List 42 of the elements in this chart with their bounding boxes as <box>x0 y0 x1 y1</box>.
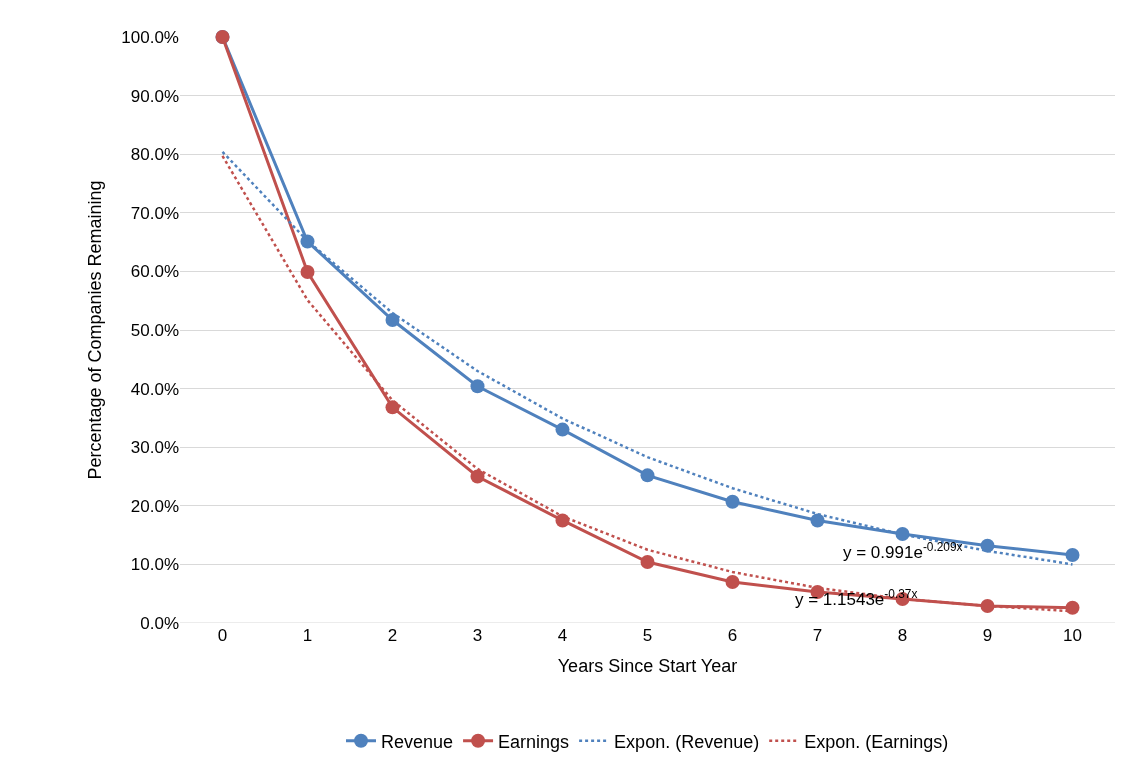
y-tick-label: 10.0% <box>130 555 179 575</box>
y-tick-label: 90.0% <box>130 86 179 106</box>
y-tick-label: 50.0% <box>130 320 179 340</box>
x-tick-label: 1 <box>302 626 313 645</box>
x-tick-label: 2 <box>387 626 398 645</box>
point <box>1065 548 1080 563</box>
x-tick-label: 4 <box>557 626 568 645</box>
point <box>385 400 400 415</box>
point <box>470 469 485 484</box>
point <box>725 494 740 509</box>
legend-label: Expon. (Earnings) <box>804 731 949 752</box>
point <box>1065 600 1080 615</box>
point <box>300 264 315 279</box>
x-tick-label: 0 <box>217 626 228 645</box>
legend-label: Earnings <box>498 731 570 752</box>
x-tick-label: 8 <box>897 626 908 645</box>
point <box>725 574 740 589</box>
x-tick-label: 10 <box>1063 626 1082 645</box>
y-tick-label: 40.0% <box>130 379 179 399</box>
point <box>470 379 485 394</box>
y-tick-label: 70.0% <box>130 203 179 223</box>
x-axis-title: Years Since Start Year <box>557 656 738 677</box>
x-tick-label: 5 <box>642 626 653 645</box>
point <box>640 468 655 483</box>
annotation: y = 0.991e$^{-0.209x}$ <box>843 540 963 563</box>
y-axis-title: Percentage of Companies Remaining <box>84 180 105 480</box>
y-tick-label: 80.0% <box>130 145 179 165</box>
y-tick-label: 100.0% <box>121 27 179 47</box>
legend-label: Expon. (Revenue) <box>614 731 760 752</box>
point <box>385 313 400 328</box>
legend-label: Revenue <box>381 731 454 752</box>
y-tick-label: 0.0% <box>140 613 179 633</box>
x-tick-label: 3 <box>472 626 483 645</box>
point <box>555 422 570 437</box>
x-tick-label: 6 <box>727 626 738 645</box>
x-tick-label: 9 <box>982 626 993 645</box>
point <box>810 513 825 528</box>
point <box>640 555 655 570</box>
y-tick-label: 60.0% <box>130 262 179 282</box>
y-tick-label: 30.0% <box>130 438 179 458</box>
x-tick-label: 7 <box>812 626 823 645</box>
y-tick-label: 20.0% <box>130 496 179 516</box>
